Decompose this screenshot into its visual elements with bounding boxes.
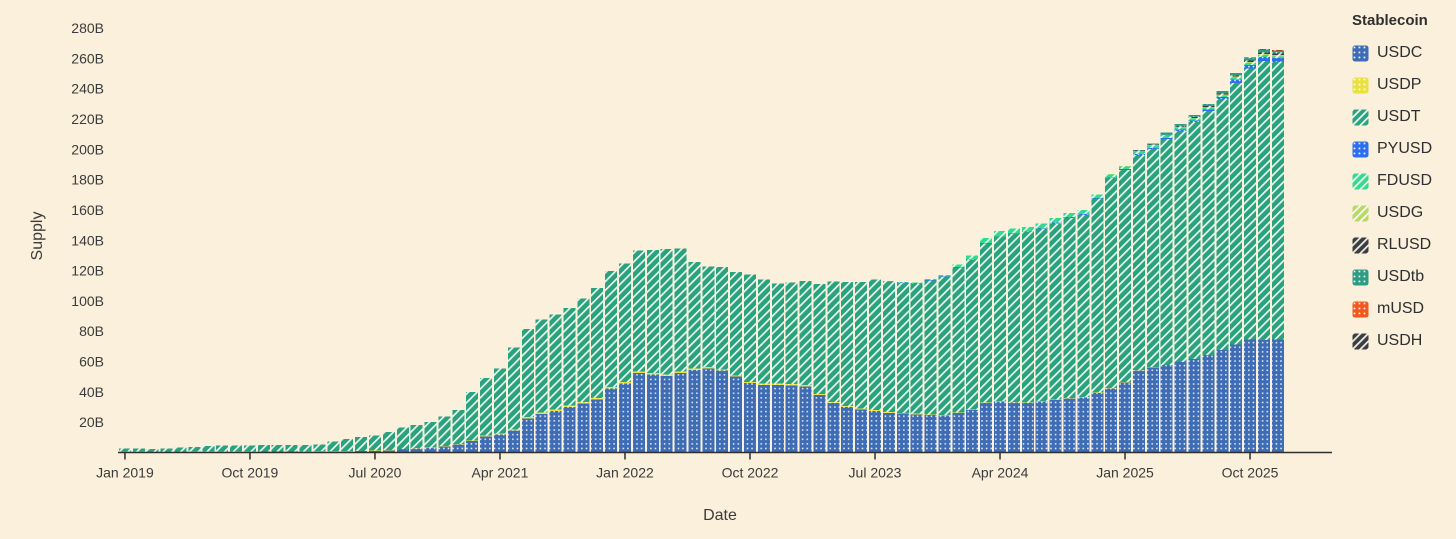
series-usdg-bars [1091, 53, 1284, 195]
series-usdh-bars [1230, 49, 1284, 73]
legend-label-usdg: USDG [1377, 204, 1424, 221]
y-tick-label: 60B [79, 354, 104, 370]
legend-swatch-pyusd-icon [1352, 141, 1369, 157]
y-tick-label: 240B [71, 81, 104, 97]
x-tick-label: Oct 2019 [222, 465, 279, 481]
x-tick-label: Apr 2021 [472, 465, 529, 481]
legend-label-pyusd: PYUSD [1377, 140, 1433, 157]
legend-swatch-usdh-icon [1352, 333, 1369, 349]
series-rlusd-bars [1105, 52, 1284, 175]
legend-item-pyusd[interactable]: PYUSD [1352, 138, 1432, 160]
legend-items: USDC USDP USDT PYUSD FDUSD USDG RLUSD USDtb mUSD… [1352, 42, 1432, 362]
series-musd-bars [1230, 49, 1284, 74]
legend-label-usdp: USDP [1377, 76, 1422, 93]
y-tick-label: 260B [71, 50, 104, 66]
x-tick-label: Apr 2024 [972, 465, 1029, 481]
y-tick-label: 20B [79, 414, 104, 430]
x-axis: Jan 2019 Oct 2019 Jul 2020 Apr 2021 Jan 2022… [96, 451, 1332, 481]
y-tick-label: 220B [71, 111, 104, 127]
legend-swatch-usdt-icon [1352, 109, 1369, 125]
legend-item-usdg[interactable]: USDG [1352, 202, 1432, 224]
legend-item-fdusd[interactable]: FDUSD [1352, 170, 1432, 192]
legend-item-usdp[interactable]: USDP [1352, 74, 1432, 96]
legend-item-musd[interactable]: mUSD [1352, 298, 1432, 320]
y-tick-label: 40B [79, 384, 104, 400]
y-tick-label: 180B [71, 172, 104, 188]
legend-swatch-fdusd-icon [1352, 173, 1369, 189]
y-tick-label: 140B [71, 232, 104, 248]
legend: Stablecoin USDC USDP USDT PYUSD FDUSD USDG RLU… [1352, 12, 1432, 362]
legend-label-musd: mUSD [1377, 300, 1425, 317]
legend-item-usdtb[interactable]: USDtb [1352, 266, 1432, 288]
legend-label-fdusd: FDUSD [1377, 172, 1433, 189]
legend-swatch-usdg-icon [1352, 205, 1369, 221]
legend-label-usdtb: USDtb [1377, 268, 1425, 285]
legend-item-usdt[interactable]: USDT [1352, 106, 1432, 128]
legend-swatch-musd-icon [1352, 301, 1369, 317]
series-usdc-bars [118, 339, 1284, 453]
legend-item-usdc[interactable]: USDC [1352, 42, 1432, 64]
x-tick-label: Oct 2025 [1222, 465, 1279, 481]
legend-label-rlusd: RLUSD [1377, 236, 1432, 253]
legend-label-usdc: USDC [1377, 44, 1423, 61]
x-tick-label: Jul 2020 [348, 465, 401, 481]
legend-label-usdt: USDT [1377, 108, 1421, 125]
x-axis-title: Date [703, 507, 737, 524]
y-axis: 20B 40B 60B 80B 100B 120B 140B 160B 180B 200B 220B… [71, 20, 104, 430]
y-tick-label: 280B [71, 20, 104, 36]
x-tick-label: Jan 2025 [1096, 465, 1154, 481]
y-tick-label: 80B [79, 323, 104, 339]
x-tick-label: Jan 2019 [96, 465, 154, 481]
legend-swatch-usdc-icon [1352, 45, 1369, 61]
legend-swatch-usdp-icon [1352, 77, 1369, 93]
legend-item-rlusd[interactable]: RLUSD [1352, 234, 1432, 256]
series-pyusd-bars [882, 56, 1284, 284]
y-tick-label: 100B [71, 293, 104, 309]
legend-item-usdh[interactable]: USDH [1352, 330, 1432, 352]
legend-label-usdh: USDH [1377, 332, 1423, 349]
series-usdp-bars [118, 339, 1284, 453]
y-axis-title: Supply [29, 211, 46, 261]
x-tick-label: Jan 2022 [596, 465, 654, 481]
x-tick-label: Oct 2022 [722, 465, 779, 481]
y-tick-label: 120B [71, 263, 104, 279]
x-tick-label: Jul 2023 [849, 465, 902, 481]
series-fdusd-bars [882, 55, 1284, 284]
legend-title: Stablecoin [1352, 12, 1428, 29]
series-usdt-bars [118, 60, 1284, 452]
series-usdtb-bars [1105, 49, 1284, 175]
y-tick-label: 200B [71, 141, 104, 157]
y-tick-label: 160B [71, 202, 104, 218]
legend-swatch-rlusd-icon [1352, 237, 1369, 253]
legend-swatch-usdtb-icon [1352, 269, 1369, 285]
